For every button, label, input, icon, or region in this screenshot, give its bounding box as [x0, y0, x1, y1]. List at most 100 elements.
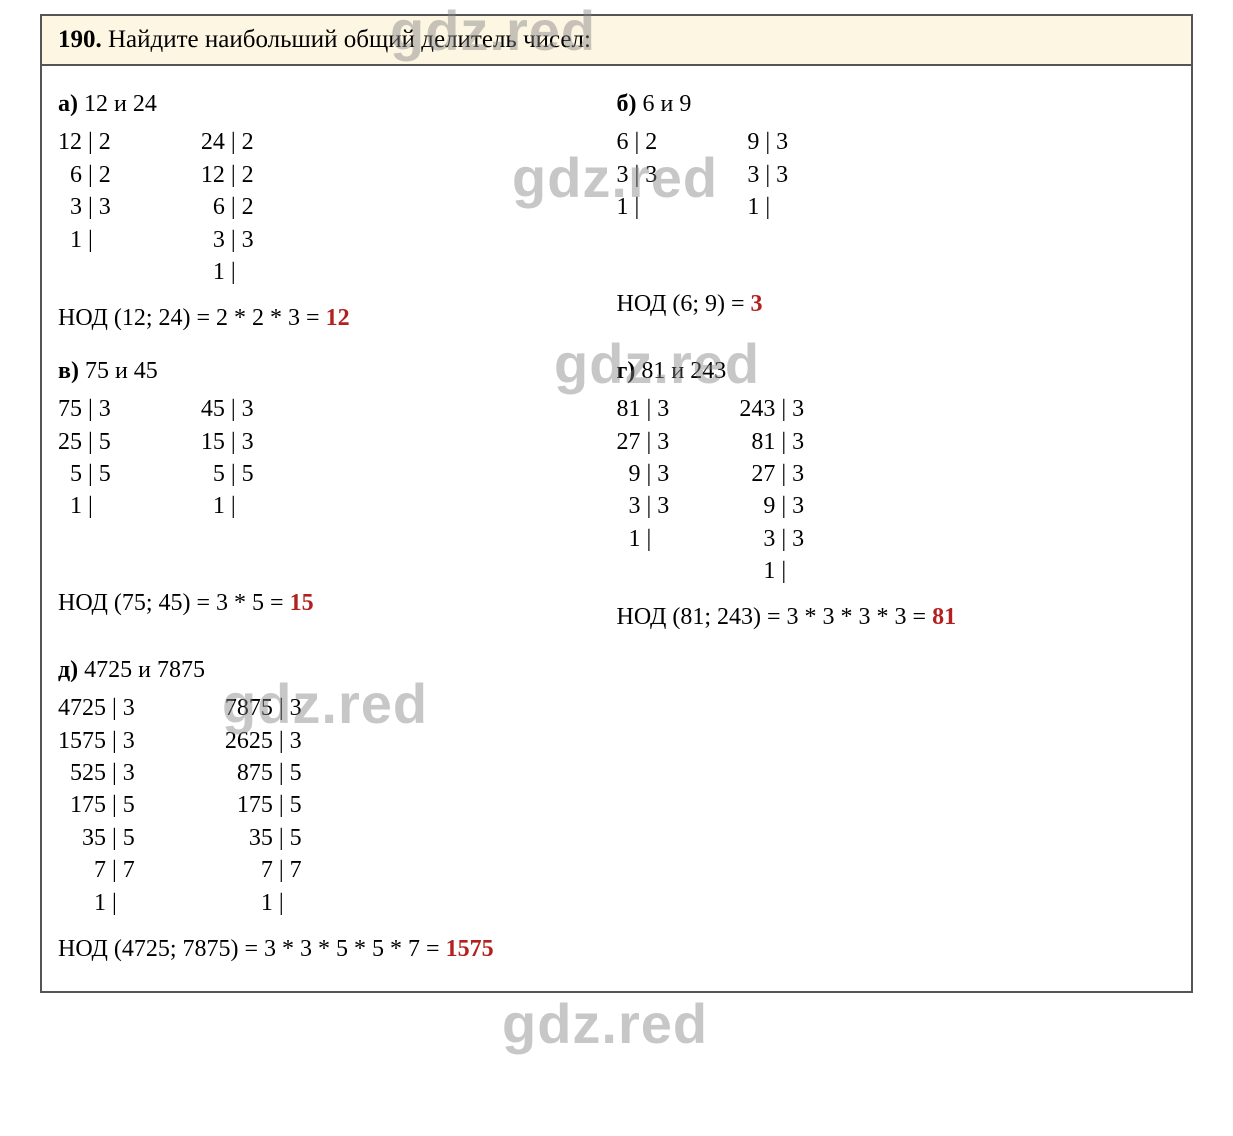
factor-line: 243 | 3 — [739, 393, 804, 425]
factor-line: 175 | 5 — [58, 789, 135, 821]
pair-g: 81 и 243 — [641, 358, 726, 384]
item-d-label: д) 4725 и 7875 — [58, 654, 1175, 686]
factor-line: 7 | 7 — [225, 854, 302, 886]
factors-b: 6 | 2 3 | 3 1 | 9 | 3 3 | 3 1 | — [617, 126, 1176, 223]
factor-line: 1 | — [58, 490, 111, 522]
label-g: г) — [617, 358, 636, 384]
pair-a: 12 и 24 — [84, 91, 157, 117]
factor-d-2: 7875 | 3 2625 | 3 875 | 5 175 | 5 35 | 5… — [225, 692, 302, 919]
factor-line: 24 | 2 — [201, 126, 254, 158]
nod-b-answer: 3 — [751, 291, 763, 317]
item-g-label: г) 81 и 243 — [617, 355, 1176, 387]
factor-line: 35 | 5 — [225, 822, 302, 854]
factor-line: 27 | 3 — [739, 458, 804, 490]
factor-line: 6 | 2 — [58, 159, 111, 191]
factor-line: 6 | 2 — [617, 126, 658, 158]
pair-d: 4725 и 7875 — [84, 657, 205, 683]
pair-v: 75 и 45 — [85, 358, 158, 384]
nod-b-expr: НОД (6; 9) = — [617, 291, 751, 317]
nod-g-answer: 81 — [932, 604, 956, 630]
factor-line: 12 | 2 — [58, 126, 111, 158]
factor-line: 5 | 5 — [58, 458, 111, 490]
label-b: б) — [617, 91, 637, 117]
factor-line: 1 | — [747, 191, 788, 223]
factors-d: 4725 | 3 1575 | 3 525 | 3 175 | 5 35 | 5… — [58, 692, 1175, 919]
factor-line: 3 | 3 — [747, 159, 788, 191]
label-a: а) — [58, 91, 78, 117]
item-a-label: а) 12 и 24 — [58, 88, 617, 120]
factor-line: 75 | 3 — [58, 393, 111, 425]
factor-line: 9 | 3 — [747, 126, 788, 158]
label-v: в) — [58, 358, 79, 384]
factor-line: 6 | 2 — [201, 191, 254, 223]
nod-a: НОД (12; 24) = 2 * 2 * 3 = 12 — [58, 302, 617, 334]
factor-line: 3 | 3 — [617, 159, 658, 191]
factor-line: 25 | 5 — [58, 426, 111, 458]
item-b: б) 6 и 9 6 | 2 3 | 3 1 | 9 | 3 3 | 3 1 | — [617, 88, 1176, 355]
factor-d-1: 4725 | 3 1575 | 3 525 | 3 175 | 5 35 | 5… — [58, 692, 135, 919]
factor-line: 3 | 3 — [617, 490, 670, 522]
factor-b-1: 6 | 2 3 | 3 1 | — [617, 126, 658, 223]
factors-a: 12 | 2 6 | 2 3 | 3 1 | 24 | 2 12 | 2 6 |… — [58, 126, 617, 288]
factor-line: 9 | 3 — [739, 490, 804, 522]
factor-line: 3 | 3 — [201, 224, 254, 256]
item-v: в) 75 и 45 75 | 3 25 | 5 5 | 5 1 | 45 | … — [58, 355, 617, 654]
nod-a-answer: 12 — [326, 305, 350, 331]
factor-v-2: 45 | 3 15 | 3 5 | 5 1 | — [201, 393, 254, 523]
factor-line: 45 | 3 — [201, 393, 254, 425]
problem-number: 190. — [58, 26, 102, 53]
factor-line: 9 | 3 — [617, 458, 670, 490]
pair-b: 6 и 9 — [643, 91, 692, 117]
factor-line: 875 | 5 — [225, 757, 302, 789]
factor-line: 15 | 3 — [201, 426, 254, 458]
factor-line: 81 | 3 — [617, 393, 670, 425]
factor-a-1: 12 | 2 6 | 2 3 | 3 1 | — [58, 126, 111, 288]
factor-line: 7 | 7 — [58, 854, 135, 886]
factor-line: 1 | — [225, 887, 302, 919]
row-3: д) 4725 и 7875 4725 | 3 1575 | 3 525 | 3… — [58, 654, 1175, 972]
factor-line: 1 | — [739, 555, 804, 587]
item-d: д) 4725 и 7875 4725 | 3 1575 | 3 525 | 3… — [58, 654, 1175, 972]
factor-line: 1 | — [58, 887, 135, 919]
factor-g-1: 81 | 3 27 | 3 9 | 3 3 | 3 1 | — [617, 393, 670, 587]
problem-title: Найдите наибольший общий делитель чисел: — [108, 26, 591, 53]
item-g: г) 81 и 243 81 | 3 27 | 3 9 | 3 3 | 3 1 … — [617, 355, 1176, 654]
nod-d-answer: 1575 — [446, 936, 494, 962]
row-1: а) 12 и 24 12 | 2 6 | 2 3 | 3 1 | 24 | 2 — [58, 88, 1175, 355]
nod-v-answer: 15 — [290, 590, 314, 616]
factor-line: 3 | 3 — [58, 191, 111, 223]
problem-header: 190. Найдите наибольший общий делитель ч… — [42, 16, 1191, 66]
factor-line: 1575 | 3 — [58, 725, 135, 757]
factor-line: 175 | 5 — [225, 789, 302, 821]
factor-line: 35 | 5 — [58, 822, 135, 854]
factor-v-1: 75 | 3 25 | 5 5 | 5 1 | — [58, 393, 111, 523]
nod-a-expr: НОД (12; 24) = 2 * 2 * 3 = — [58, 305, 326, 331]
factor-line: 7875 | 3 — [225, 692, 302, 724]
nod-g-expr: НОД (81; 243) = 3 * 3 * 3 * 3 = — [617, 604, 933, 630]
page: gdz.red 190. Найдите наибольший общий де… — [0, 0, 1233, 1136]
factors-g: 81 | 3 27 | 3 9 | 3 3 | 3 1 | 243 | 3 81… — [617, 393, 1176, 587]
factors-v: 75 | 3 25 | 5 5 | 5 1 | 45 | 3 15 | 3 5 … — [58, 393, 617, 523]
problem-box: 190. Найдите наибольший общий делитель ч… — [40, 14, 1193, 993]
factor-line: 12 | 2 — [201, 159, 254, 191]
factor-line: 1 | — [617, 523, 670, 555]
factor-line: 1 | — [58, 224, 111, 256]
factor-line: 1 | — [201, 256, 254, 288]
nod-g: НОД (81; 243) = 3 * 3 * 3 * 3 = 81 — [617, 601, 1176, 633]
nod-d: НОД (4725; 7875) = 3 * 3 * 5 * 5 * 7 = 1… — [58, 933, 1175, 965]
nod-v: НОД (75; 45) = 3 * 5 = 15 — [58, 587, 617, 619]
factor-b-2: 9 | 3 3 | 3 1 | — [747, 126, 788, 223]
factor-line: 3 | 3 — [739, 523, 804, 555]
nod-d-expr: НОД (4725; 7875) = 3 * 3 * 5 * 5 * 7 = — [58, 936, 446, 962]
factor-line: 2625 | 3 — [225, 725, 302, 757]
nod-b: НОД (6; 9) = 3 — [617, 288, 1176, 320]
factor-line: 525 | 3 — [58, 757, 135, 789]
factor-line: 1 | — [201, 490, 254, 522]
factor-line: 1 | — [617, 191, 658, 223]
factor-line: 4725 | 3 — [58, 692, 135, 724]
row-2: в) 75 и 45 75 | 3 25 | 5 5 | 5 1 | 45 | … — [58, 355, 1175, 654]
item-a: а) 12 и 24 12 | 2 6 | 2 3 | 3 1 | 24 | 2 — [58, 88, 617, 355]
item-b-label: б) 6 и 9 — [617, 88, 1176, 120]
factor-line: 27 | 3 — [617, 426, 670, 458]
nod-v-expr: НОД (75; 45) = 3 * 5 = — [58, 590, 290, 616]
